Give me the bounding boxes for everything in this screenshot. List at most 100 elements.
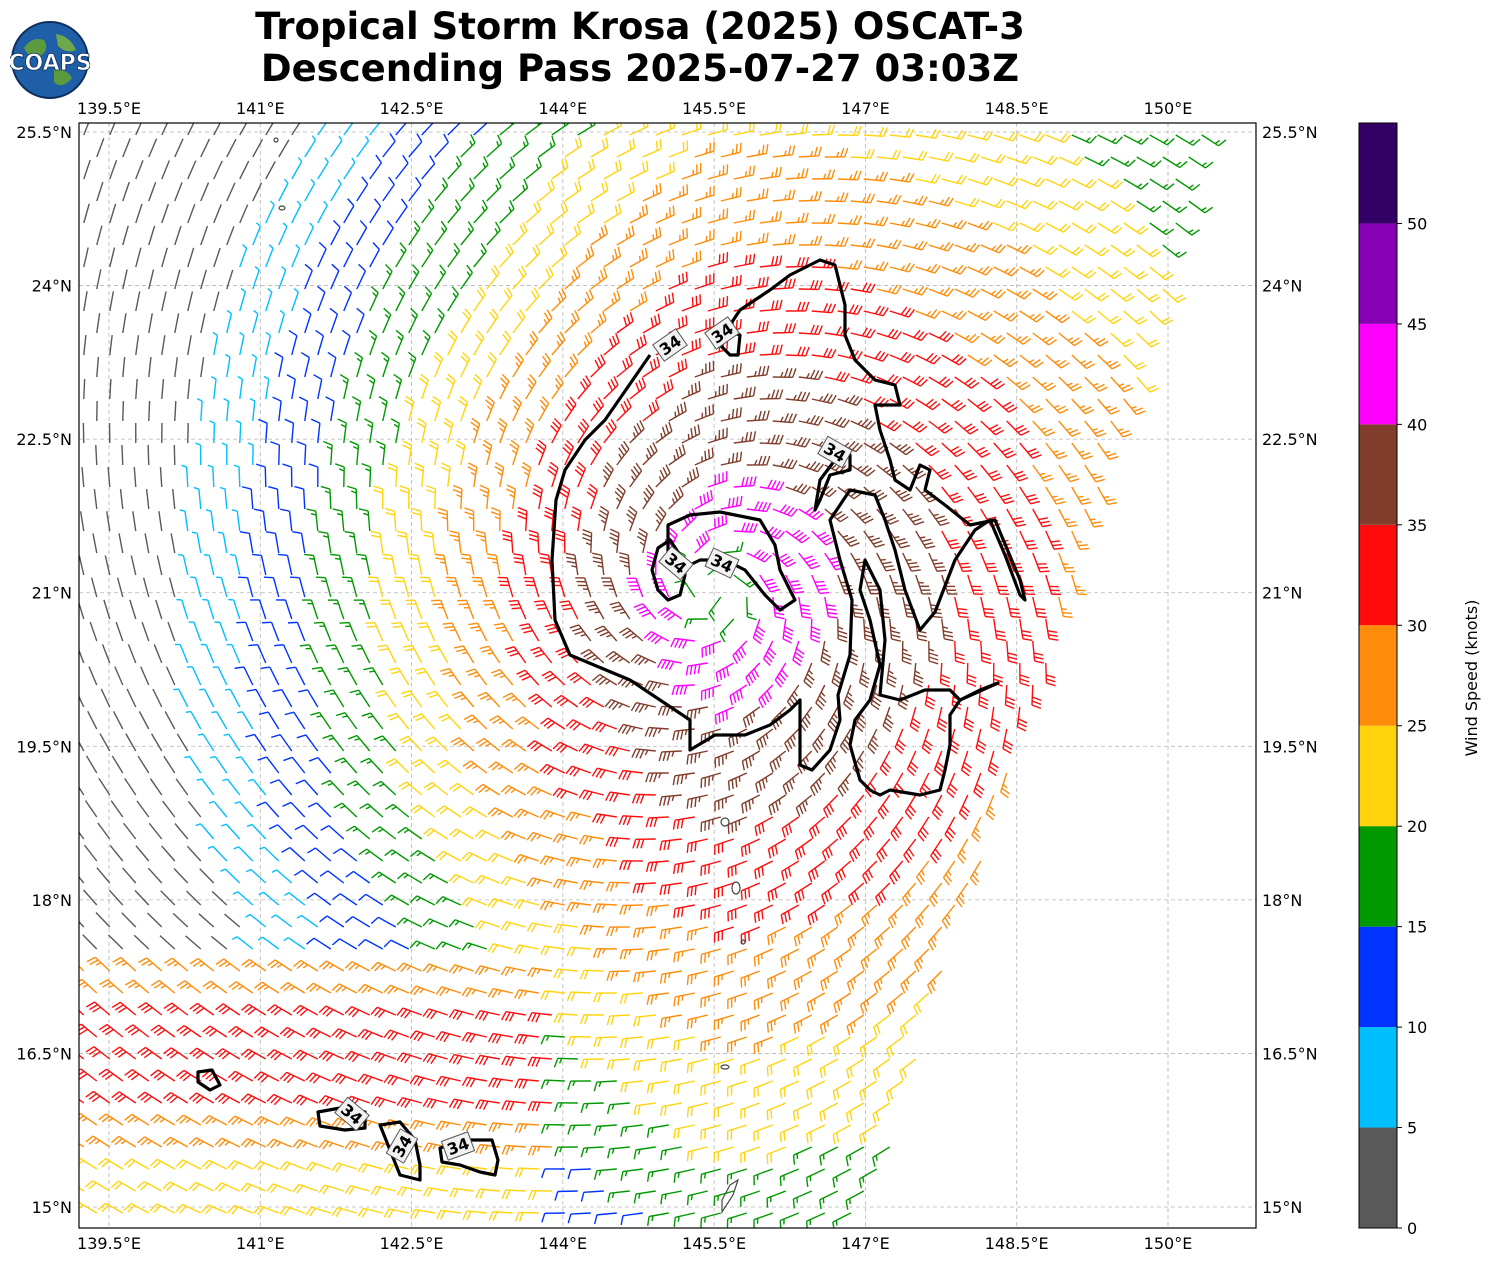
wind-barb: [642, 484, 655, 510]
wind-barb: [428, 644, 449, 664]
wind-barb: [525, 200, 542, 224]
wind-barb: [349, 440, 360, 466]
wind-barb: [422, 1097, 448, 1109]
wind-barb: [780, 992, 800, 1012]
wind-barb: [527, 1101, 552, 1112]
wind-barb: [500, 921, 526, 932]
wind-barb: [486, 134, 503, 158]
wind-barb: [700, 948, 721, 964]
wind-barb: [122, 867, 137, 884]
wind-barb: [1097, 442, 1119, 460]
wind-barb: [863, 171, 889, 182]
wind-barb: [939, 662, 951, 688]
wind-barb: [772, 412, 798, 424]
wind-barb: [592, 673, 618, 686]
wind-barb: [873, 1014, 891, 1037]
wind-barb: [785, 574, 805, 594]
wind-barb: [504, 646, 527, 664]
wind-barb: [990, 706, 1001, 732]
wind-barb: [161, 335, 166, 356]
wind-barb: [700, 1212, 721, 1228]
wind-barb: [237, 711, 254, 730]
wind-barb: [603, 419, 617, 444]
wind-barb: [631, 748, 656, 759]
wind-barb: [726, 1168, 747, 1185]
wind-barb: [909, 706, 921, 733]
wind-barb: [876, 464, 901, 478]
wind-barb: [673, 1168, 695, 1183]
wind-barb: [461, 1076, 487, 1088]
wind-barb: [820, 640, 832, 666]
wind-barb: [506, 484, 517, 510]
lon-tick-bottom: 144°E: [539, 1234, 588, 1253]
wind-barb: [579, 880, 604, 891]
wind-barb: [1004, 684, 1016, 710]
wind-barb: [500, 784, 527, 796]
wind-barb: [1097, 310, 1122, 325]
wind-barb: [1045, 530, 1064, 550]
wind-barb: [941, 530, 961, 550]
wind-barb: [889, 860, 904, 885]
wind-barb: [443, 417, 454, 444]
wind-barb: [436, 1209, 461, 1220]
wind-barb: [501, 1100, 526, 1111]
lat-tick-left: 18°N: [32, 891, 72, 910]
wind-barb: [954, 640, 965, 665]
wind-barb: [85, 1090, 111, 1104]
wind-barb: [941, 398, 967, 412]
wind-barb: [740, 926, 761, 944]
wind-barb: [289, 576, 306, 598]
wind-barb: [527, 1189, 552, 1200]
wind-barb: [824, 371, 850, 383]
wind-barb: [486, 308, 499, 334]
wind-barb: [369, 123, 381, 136]
wind-barb: [422, 530, 436, 554]
wind-barb: [79, 1157, 98, 1170]
wind-barb: [99, 979, 124, 994]
wind-barb: [1084, 156, 1110, 167]
wind-barb: [824, 416, 851, 429]
wind-barb: [578, 696, 605, 709]
wind-barb: [1097, 134, 1123, 145]
lat-tick-right: 15°N: [1262, 1198, 1302, 1217]
wind-barb: [942, 860, 956, 886]
wind-barb: [499, 373, 510, 400]
wind-barb: [317, 123, 327, 136]
wind-barb: [162, 1181, 189, 1192]
wind-barb: [540, 1034, 565, 1045]
contour-34-south: [848, 558, 1000, 797]
wind-barb: [967, 442, 991, 458]
wind-barb: [554, 1190, 578, 1201]
wind-barb: [1084, 508, 1104, 528]
wind-barb: [224, 913, 241, 928]
wind-barb: [482, 599, 501, 620]
wind-barb: [200, 269, 207, 290]
wind-barb: [616, 312, 634, 334]
wind-barb: [357, 1073, 384, 1085]
wind-barb: [879, 750, 892, 776]
wind-barb: [360, 757, 384, 774]
wind-barb: [806, 1080, 826, 1100]
wind-barb: [474, 965, 500, 976]
wind-barb: [164, 711, 176, 730]
wind-barb: [475, 783, 501, 796]
wind-barb: [811, 574, 830, 595]
wind-barb: [742, 706, 761, 728]
wind-barb: [396, 1097, 422, 1109]
contour-34-main: [550, 258, 1027, 772]
wind-barb: [1019, 132, 1046, 143]
wind-barb: [889, 618, 901, 642]
lon-tick-bottom: 145.5°E: [682, 1234, 746, 1253]
wind-barb: [214, 1137, 241, 1148]
wind-barb: [512, 553, 527, 576]
wind-barb: [132, 511, 137, 532]
wind-barb: [331, 1206, 357, 1217]
wind-barb: [1032, 244, 1058, 256]
wind-barb: [954, 152, 980, 163]
wind-barb: [527, 1011, 552, 1023]
wind-barb: [707, 514, 728, 532]
wind-barb: [200, 225, 209, 246]
wind-barb: [207, 464, 215, 488]
wind-barb: [729, 684, 748, 706]
wind-barb: [79, 600, 85, 620]
